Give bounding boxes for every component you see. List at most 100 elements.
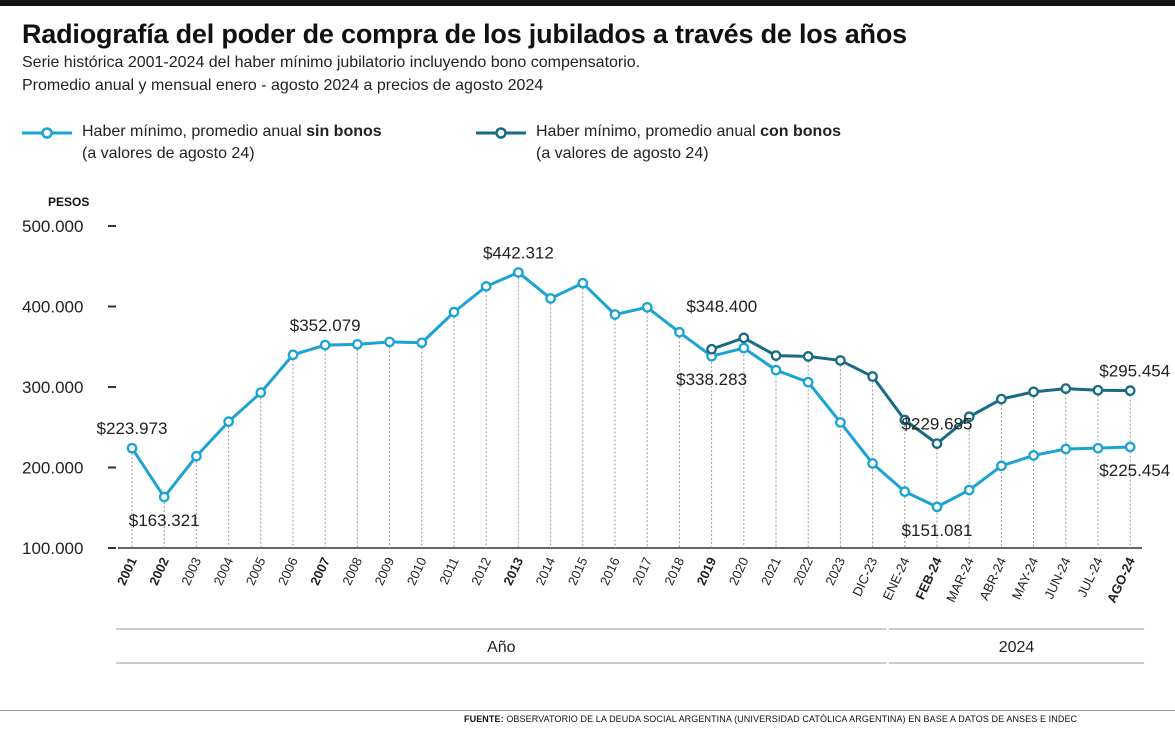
data-point-sin-bonos [577, 277, 589, 289]
data-point-con-bonos [931, 438, 943, 449]
data-point-sin-bonos [287, 349, 299, 361]
data-point-con-bonos [1124, 385, 1136, 397]
x-tick-label: 2023 [822, 555, 848, 588]
data-point-sin-bonos [770, 364, 782, 376]
data-label: $352.079 [290, 316, 361, 335]
x-tick-label: FEB-24 [912, 554, 945, 602]
data-label: $151.081 [902, 521, 973, 540]
y-tick-label: 100.000 [22, 539, 83, 558]
y-tick-label: 300.000 [22, 378, 83, 397]
x-tick-label: 2010 [404, 555, 430, 588]
data-point-con-bonos [867, 371, 878, 382]
data-label: $229.685 [902, 415, 973, 434]
series-line-con-bonos [711, 336, 1131, 446]
legend-con-bonos-prefix: Haber mínimo, promedio anual [536, 123, 761, 140]
x-tick-label: 2011 [436, 555, 461, 587]
data-point-sin-bonos [899, 486, 911, 497]
data-label: $225.454 [1099, 461, 1170, 480]
source-text: OBSERVATORIO DE LA DEUDA SOCIAL ARGENTIN… [506, 714, 1078, 724]
legend-con-bonos-marker [476, 127, 526, 139]
data-point-sin-bonos [384, 336, 395, 348]
line-chart: PESOS 100.000 200.000 300.000 400.000 500.000… [22, 195, 1170, 664]
x-tick-label: JUN-24 [1041, 555, 1073, 601]
data-point-sin-bonos [996, 460, 1007, 472]
data-point-sin-bonos [191, 450, 202, 462]
chart-title: Radiografía del poder de compra de los j… [22, 19, 907, 49]
source-label: FUENTE: [464, 714, 504, 724]
legend-sin-bonos-bold: sin bonos [306, 123, 382, 140]
data-point-sin-bonos [255, 387, 267, 398]
x-tick-label: 2002 [146, 555, 172, 588]
x-tick-label: 2004 [211, 555, 237, 588]
data-point-con-bonos [706, 343, 717, 355]
group-label: 2024 [999, 639, 1035, 656]
data-point-sin-bonos [513, 267, 524, 278]
data-label: $163.321 [129, 511, 200, 530]
x-tick-label: 2021 [758, 555, 784, 588]
data-point-con-bonos [996, 393, 1007, 405]
x-tick-label: 2006 [275, 555, 301, 588]
data-point-con-bonos [1092, 384, 1104, 396]
y-axis-title: PESOS [48, 195, 89, 209]
data-point-sin-bonos [931, 501, 943, 513]
data-point-sin-bonos [319, 339, 331, 351]
x-tick-label: 2008 [339, 555, 365, 588]
data-point-sin-bonos [480, 281, 492, 292]
data-point-con-bonos [770, 350, 782, 361]
x-tick-label: 2020 [726, 555, 752, 588]
chart-subtitle-1: Serie histórica 2001-2024 del haber míni… [22, 54, 641, 71]
data-point-sin-bonos [223, 416, 234, 427]
data-point-sin-bonos [1092, 442, 1104, 454]
x-tick-label: 2022 [790, 555, 816, 588]
x-tick-label: ABR-24 [976, 555, 1009, 603]
x-tick-label: MAR-24 [943, 555, 977, 605]
data-label: $348.400 [686, 297, 757, 316]
footer-rule [0, 710, 1175, 711]
data-point-sin-bonos [1060, 443, 1072, 455]
data-point-sin-bonos [609, 309, 621, 320]
chart-subtitle-2: Promedio anual y mensual enero - agosto … [22, 77, 544, 94]
data-point-sin-bonos [867, 458, 878, 469]
x-tick-label: 2001 [114, 555, 140, 588]
data-point-sin-bonos [352, 338, 363, 350]
data-point-con-bonos [963, 411, 975, 423]
x-tick-label: 2018 [661, 555, 687, 588]
y-tick-label: 200.000 [22, 459, 83, 478]
legend-sin-bonos-line2: (a valores de agosto 24) [82, 145, 255, 162]
legend-con-bonos-bold: con bonos [760, 123, 841, 140]
y-tick-label: 500.000 [22, 217, 83, 236]
x-tick-label: 2015 [565, 555, 591, 588]
legend-sin-bonos-marker [22, 127, 72, 139]
x-tick-label: MAY-24 [1009, 555, 1042, 602]
legend-sin-bonos-prefix: Haber mínimo, promedio anual [82, 123, 307, 140]
x-tick-label: 2016 [597, 555, 623, 588]
data-point-con-bonos [1060, 383, 1072, 394]
data-point-con-bonos [835, 355, 846, 366]
data-point-sin-bonos [835, 417, 846, 428]
x-tick-label: JUL-24 [1074, 555, 1105, 599]
data-point-sin-bonos [802, 376, 814, 388]
data-point-sin-bonos [641, 301, 653, 313]
data-point-con-bonos [1028, 386, 1039, 398]
x-tick-label: 2005 [243, 555, 269, 588]
data-point-sin-bonos [674, 326, 685, 338]
data-point-sin-bonos [416, 337, 428, 349]
data-point-sin-bonos [126, 442, 138, 454]
group-label: Año [487, 639, 516, 656]
data-point-sin-bonos [1124, 441, 1136, 453]
data-label: $338.283 [676, 370, 747, 389]
x-tick-label: 2012 [468, 555, 494, 588]
x-tick-label: 2009 [372, 555, 398, 588]
y-tick-label: 400.000 [22, 298, 83, 317]
source-note: FUENTE: OBSERVATORIO DE LA DEUDA SOCIAL … [464, 714, 1077, 724]
x-tick-label: 2014 [533, 555, 559, 588]
data-point-sin-bonos [1028, 450, 1039, 461]
data-point-con-bonos [802, 351, 814, 362]
data-label: $295.454 [1099, 362, 1170, 381]
x-tick-label: DIC-23 [849, 555, 880, 599]
x-tick-label: 2003 [178, 555, 204, 588]
data-label: $442.312 [483, 243, 554, 262]
data-point-con-bonos [899, 414, 911, 426]
legend-con-bonos-line2: (a valores de agosto 24) [536, 145, 709, 162]
x-tick-label: 2013 [500, 555, 526, 588]
